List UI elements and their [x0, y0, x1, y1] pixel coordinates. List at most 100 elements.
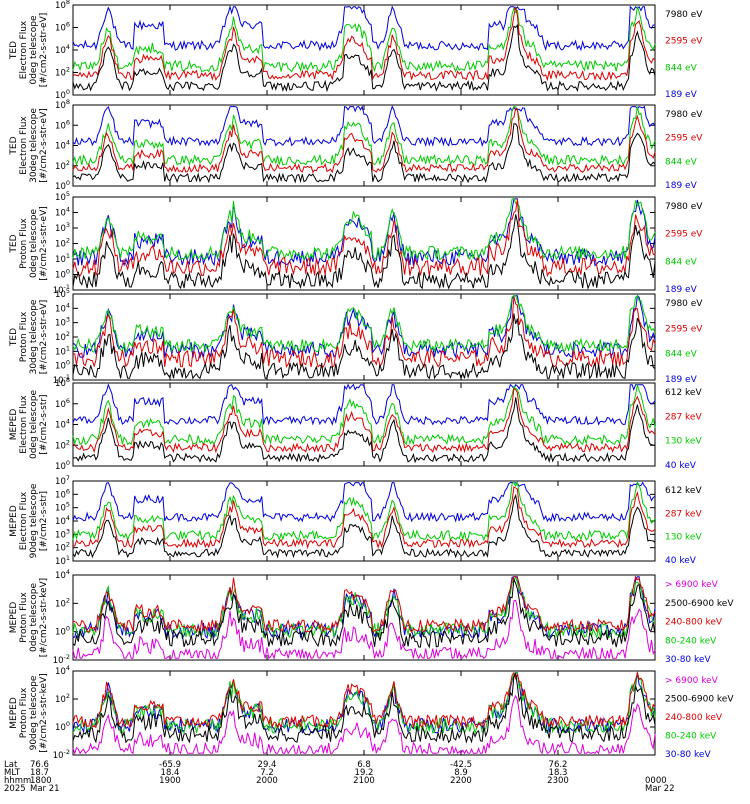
y-axis-label-line: [#/cm2-s-str-keV] [39, 673, 49, 752]
flux-series-line-0 [72, 493, 656, 559]
y-axis-label-line: Electron Flux [19, 20, 29, 79]
panel-frame [72, 480, 656, 562]
legend-entry: 2500-6900 keV [665, 599, 734, 609]
legend-entry: 240-800 keV [665, 713, 723, 723]
y-axis-label-line: MEPED [9, 602, 19, 634]
y-tick-label: 107 [55, 474, 70, 487]
y-axis-label-line: MEPED [9, 409, 19, 441]
flux-series-line-3 [72, 4, 656, 52]
x-row-label: 2025 [4, 784, 26, 794]
y-tick-label: 102 [55, 330, 70, 343]
y-axis-label-line: Electron Flux [19, 116, 29, 175]
flux-series-line-2 [72, 198, 656, 262]
x-tick-label: -65.9 [159, 760, 181, 770]
y-axis-label-line: 0deg telescope [29, 583, 39, 653]
y-axis-label-line: [#/cm2-s-str] [39, 491, 49, 551]
x-row-label: Lat [4, 760, 18, 770]
flux-series-line-1 [72, 296, 656, 369]
y-tick-label: 10-1 [53, 373, 70, 386]
flux-series-line-3 [72, 105, 656, 148]
panel-5: 108 106 104 102 100 MEPED Electron Flux 0deg te… [9, 376, 702, 472]
legend-entry: 2500-6900 keV [665, 695, 734, 705]
y-axis-label-line: Proton Flux [19, 592, 29, 643]
y-tick-label: 100 [55, 268, 70, 281]
flux-series-line-2 [72, 384, 656, 446]
y-tick-label: 100 [55, 179, 70, 192]
x-tick-label: 29.4 [258, 760, 277, 770]
y-axis-label-line: 30deg telescope [29, 108, 39, 183]
flux-series-line-0 [72, 214, 656, 290]
flux-series-line-3 [72, 481, 656, 523]
y-tick-label: 104 [55, 418, 70, 431]
flux-series-line-2 [72, 294, 656, 354]
legend-entry: 189 eV [665, 285, 698, 295]
y-tick-label: 106 [55, 397, 70, 410]
y-tick-label: 102 [55, 66, 70, 79]
flux-series-line-2 [72, 6, 656, 73]
flux-series-line-0 [73, 397, 655, 464]
y-axis-label-line: 90deg telescope [29, 483, 39, 558]
y-tick-label: 10-2 [53, 653, 70, 666]
legend-entry: 844 eV [665, 63, 698, 73]
legend-entry: 2595 eV [665, 134, 703, 144]
flux-series-line-1 [72, 671, 656, 744]
legend-entry: 844 eV [665, 157, 698, 167]
y-axis-label-line: TED [9, 234, 19, 253]
flux-series-line-0 [72, 599, 656, 661]
y-tick-label: 108 [55, 98, 70, 111]
x-tick-label: Mar 21 [30, 784, 60, 794]
y-tick-label: 104 [55, 664, 70, 677]
legend-entry: 844 eV [665, 350, 698, 360]
legend-entry: 189 eV [665, 375, 698, 385]
flux-series-line-2 [72, 670, 656, 730]
y-axis-label-line: Proton Flux [19, 687, 29, 738]
y-axis-label-line: Proton Flux [19, 311, 29, 362]
y-axis-label-line: MEPED [9, 505, 19, 537]
x-tick-label: 1800 [30, 776, 52, 786]
y-tick-label: 10-1 [53, 283, 70, 296]
y-tick-label: 108 [55, 376, 70, 389]
flux-series-line-3 [72, 383, 656, 426]
flux-series-line-3 [72, 198, 656, 267]
y-axis-label-line: Electron Flux [19, 491, 29, 550]
x-tick-label: 2300 [547, 776, 569, 786]
legend-entry: 80-240 keV [665, 732, 717, 742]
legend-entry: 40 keV [665, 461, 697, 471]
x-tick-label: 18.3 [549, 768, 568, 778]
y-axis-label-line: [#/cm2-s-str-eV] [39, 108, 49, 183]
y-tick-label: 102 [55, 438, 70, 451]
flux-series-line-0 [72, 123, 656, 184]
y-tick-label: 101 [55, 554, 70, 567]
flux-series-line-2 [72, 106, 656, 167]
legend-entry: 80-240 keV [665, 636, 717, 646]
legend-entry: 7980 eV [665, 10, 703, 20]
y-axis-label-line: MEPED [9, 697, 19, 729]
legend-entry: > 6900 keV [665, 580, 719, 590]
y-tick-label: 104 [55, 301, 70, 314]
y-tick-label: 105 [55, 287, 70, 300]
legend-entry: 189 eV [665, 181, 698, 191]
legend-entry: 287 keV [665, 412, 702, 422]
y-tick-label: 100 [55, 720, 70, 733]
y-tick-label: 103 [55, 527, 70, 540]
x-tick-label: 19.2 [355, 768, 374, 778]
flux-series-line-2 [72, 481, 656, 542]
y-tick-label: 102 [55, 596, 70, 609]
legend-entry: 7980 eV [665, 202, 703, 212]
y-tick-label: 104 [55, 139, 70, 152]
y-axis-label-line: [#/cm2-s-str-eV] [39, 13, 49, 88]
x-tick-label: 1900 [159, 776, 181, 786]
x-tick-label: 6.8 [357, 760, 371, 770]
legend-entry: 287 keV [665, 509, 702, 519]
y-tick-label: 106 [55, 118, 70, 131]
y-tick-label: 106 [55, 21, 70, 34]
flux-series-line-1 [72, 486, 656, 550]
y-tick-label: 105 [55, 501, 70, 514]
y-axis-label-line: Electron Flux [19, 395, 29, 454]
legend-entry: 30-80 keV [665, 655, 711, 665]
x-tick-label: 2100 [353, 776, 375, 786]
x-tick-label: 7.2 [260, 768, 274, 778]
x-tick-label: 2200 [450, 776, 472, 786]
flux-series-line-0 [72, 313, 656, 380]
